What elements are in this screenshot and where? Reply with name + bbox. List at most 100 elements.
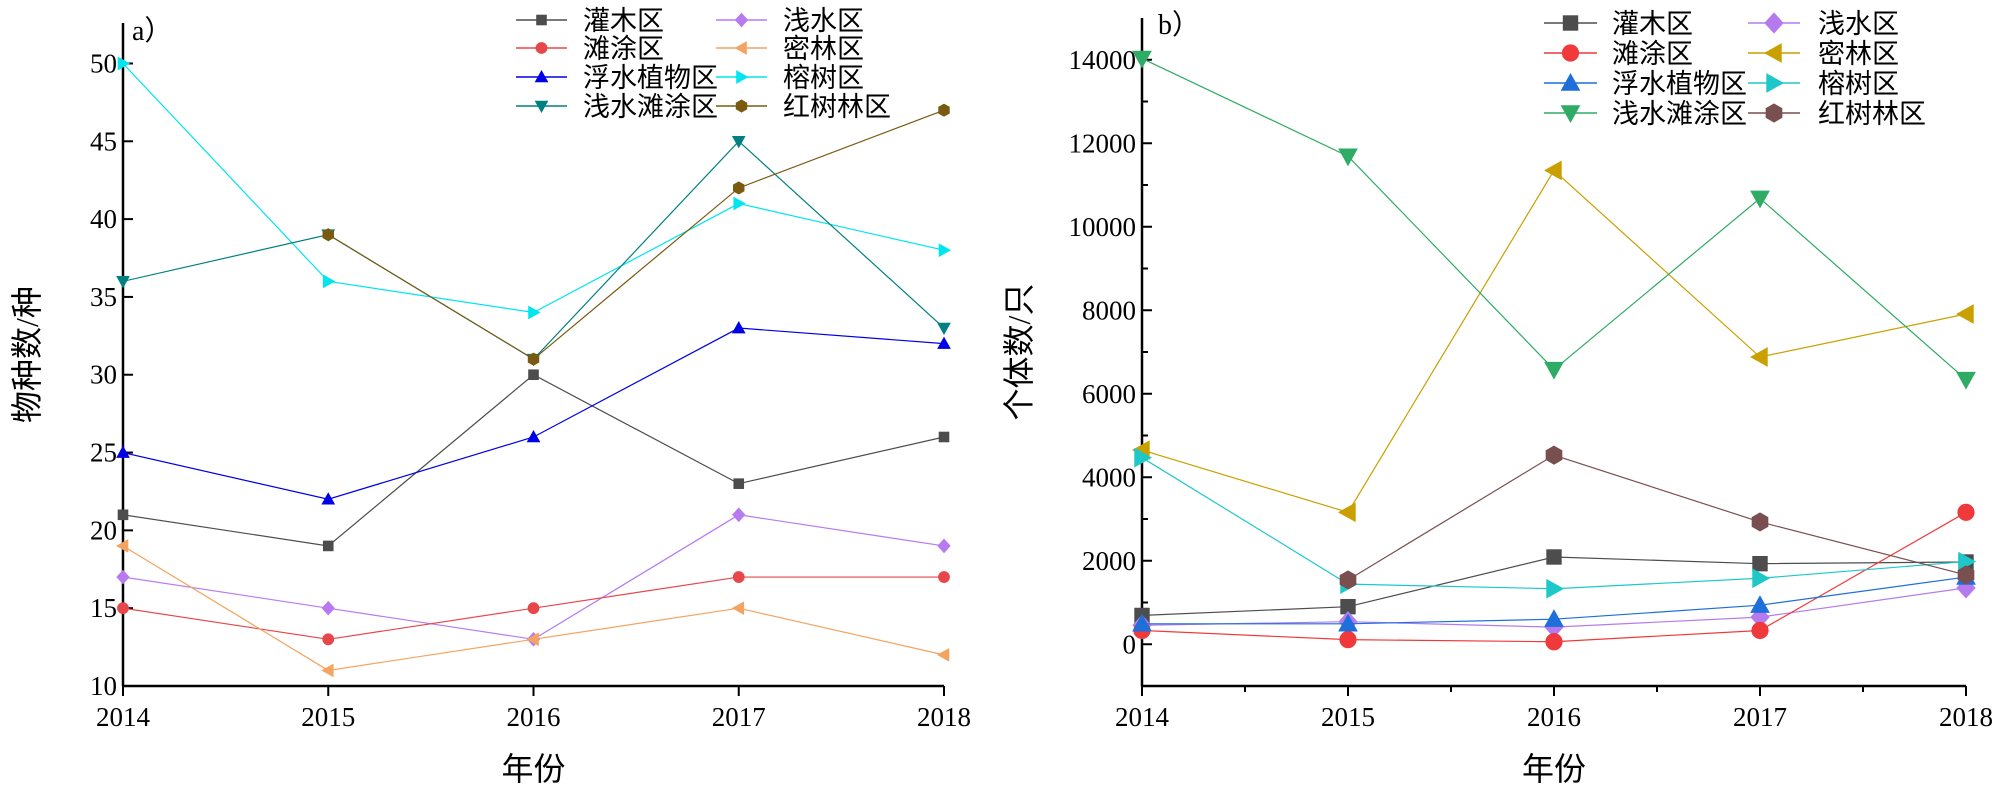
data-point <box>1751 512 1769 532</box>
legend-item: 浅水滩涂区 <box>1544 99 1747 129</box>
series-密林区 <box>115 539 950 678</box>
chart-panel-a: 2014 2015 2016 2017 2018 10 15 20 25 30 35 40 45 50 年份… <box>9 6 971 787</box>
data-point <box>1544 361 1564 380</box>
y-tick-label: 2000 <box>1082 546 1136 576</box>
x-tick-label: 2015 <box>301 702 355 732</box>
legend-marker <box>1765 103 1783 123</box>
y-tick-label: 25 <box>90 438 117 468</box>
series-line <box>122 374 945 547</box>
legend-item: 红树林区 <box>1748 99 1926 129</box>
y-tick-label: 6000 <box>1082 379 1136 409</box>
y-tick-label: 45 <box>90 126 117 156</box>
x-tick-label: 2017 <box>712 702 766 732</box>
legend-label: 浅水区 <box>1818 9 1899 39</box>
data-point <box>733 196 746 211</box>
legend-label: 密林区 <box>783 34 864 64</box>
data-point <box>527 352 540 366</box>
data-point <box>116 276 130 289</box>
data-point <box>321 663 334 678</box>
data-point <box>731 601 745 616</box>
data-point <box>732 507 746 523</box>
x-tick-label: 2016 <box>1527 702 1581 732</box>
legend-label: 榕树区 <box>783 63 864 93</box>
y-axis-label: 物种数/种 <box>9 286 45 423</box>
legend-marker <box>1764 12 1784 34</box>
legend-marker <box>1561 44 1580 62</box>
legend-item: 密林区 <box>716 34 864 64</box>
series-浅水滩涂区 <box>1132 50 1976 390</box>
data-point <box>1752 568 1771 589</box>
series-灌木区 <box>117 369 950 552</box>
legend-marker <box>1766 73 1785 93</box>
data-point <box>1752 555 1768 572</box>
data-point <box>322 274 336 289</box>
data-point <box>528 305 541 320</box>
legend-label: 灌木区 <box>583 6 664 36</box>
legend-marker <box>1560 105 1581 124</box>
legend-label: 浅水滩涂区 <box>583 92 718 122</box>
data-point <box>115 539 129 553</box>
series-浮水植物区 <box>116 321 951 505</box>
y-tick-label: 35 <box>90 282 117 312</box>
data-point <box>1544 609 1564 627</box>
series-滩涂区 <box>1133 503 1975 651</box>
data-point <box>1749 347 1768 367</box>
data-point <box>1338 148 1358 167</box>
data-point <box>321 492 336 505</box>
data-point <box>938 103 950 117</box>
y-tick-label: 40 <box>90 204 117 234</box>
y-tick-label: 50 <box>90 48 117 78</box>
legend-marker <box>534 69 549 83</box>
x-tick-label: 2015 <box>1321 702 1375 732</box>
data-point <box>322 228 334 242</box>
legend-label: 浮水植物区 <box>1612 69 1747 99</box>
series-密林区 <box>1131 160 1974 523</box>
data-point <box>1338 613 1358 632</box>
x-tick-label: 2017 <box>1733 702 1787 732</box>
legend-label: 灌木区 <box>1612 9 1693 39</box>
data-point <box>1545 633 1563 651</box>
legend-item: 浮水植物区 <box>1544 69 1747 99</box>
data-point <box>1545 445 1563 465</box>
legend-marker <box>734 41 747 55</box>
x-tick-label: 2018 <box>1939 702 1993 732</box>
x-axis-label: 年份 <box>501 751 565 787</box>
y-tick-label: 15 <box>90 593 117 623</box>
y-tick-label: 30 <box>90 360 117 390</box>
data-point <box>733 181 745 195</box>
data-point <box>1134 447 1153 468</box>
data-point <box>936 648 950 662</box>
data-point <box>1132 613 1152 632</box>
series-line <box>1141 457 1967 590</box>
y-tick-label: 12000 <box>1069 128 1137 158</box>
legend-item: 滩涂区 <box>516 34 664 64</box>
legend-marker <box>536 14 547 26</box>
series-line <box>1347 454 1967 581</box>
legend-label: 红树林区 <box>783 92 891 122</box>
legend-item: 榕树区 <box>1748 69 1899 99</box>
series-红树林区 <box>322 103 950 366</box>
data-point <box>1957 565 1975 585</box>
data-point <box>116 569 130 585</box>
data-point <box>937 322 951 336</box>
data-point <box>528 369 539 381</box>
data-point <box>117 602 129 615</box>
series-浮水植物区 <box>1132 567 1976 632</box>
legend-label: 浅水滩涂区 <box>1612 99 1747 129</box>
series-line <box>122 140 945 360</box>
data-point <box>322 540 334 552</box>
legend-label: 红树林区 <box>1818 99 1926 129</box>
y-tick-label: 0 <box>1123 629 1137 659</box>
legend-marker <box>1562 15 1579 31</box>
data-point <box>732 571 745 583</box>
data-point <box>527 602 540 615</box>
legend-marker <box>534 100 549 114</box>
series-line <box>327 109 945 360</box>
data-point <box>321 600 335 616</box>
data-point <box>1955 304 1974 324</box>
data-point <box>322 633 335 646</box>
legend-item: 榕树区 <box>716 63 864 93</box>
y-tick-label: 20 <box>90 515 117 545</box>
series-榕树区 <box>117 56 952 320</box>
